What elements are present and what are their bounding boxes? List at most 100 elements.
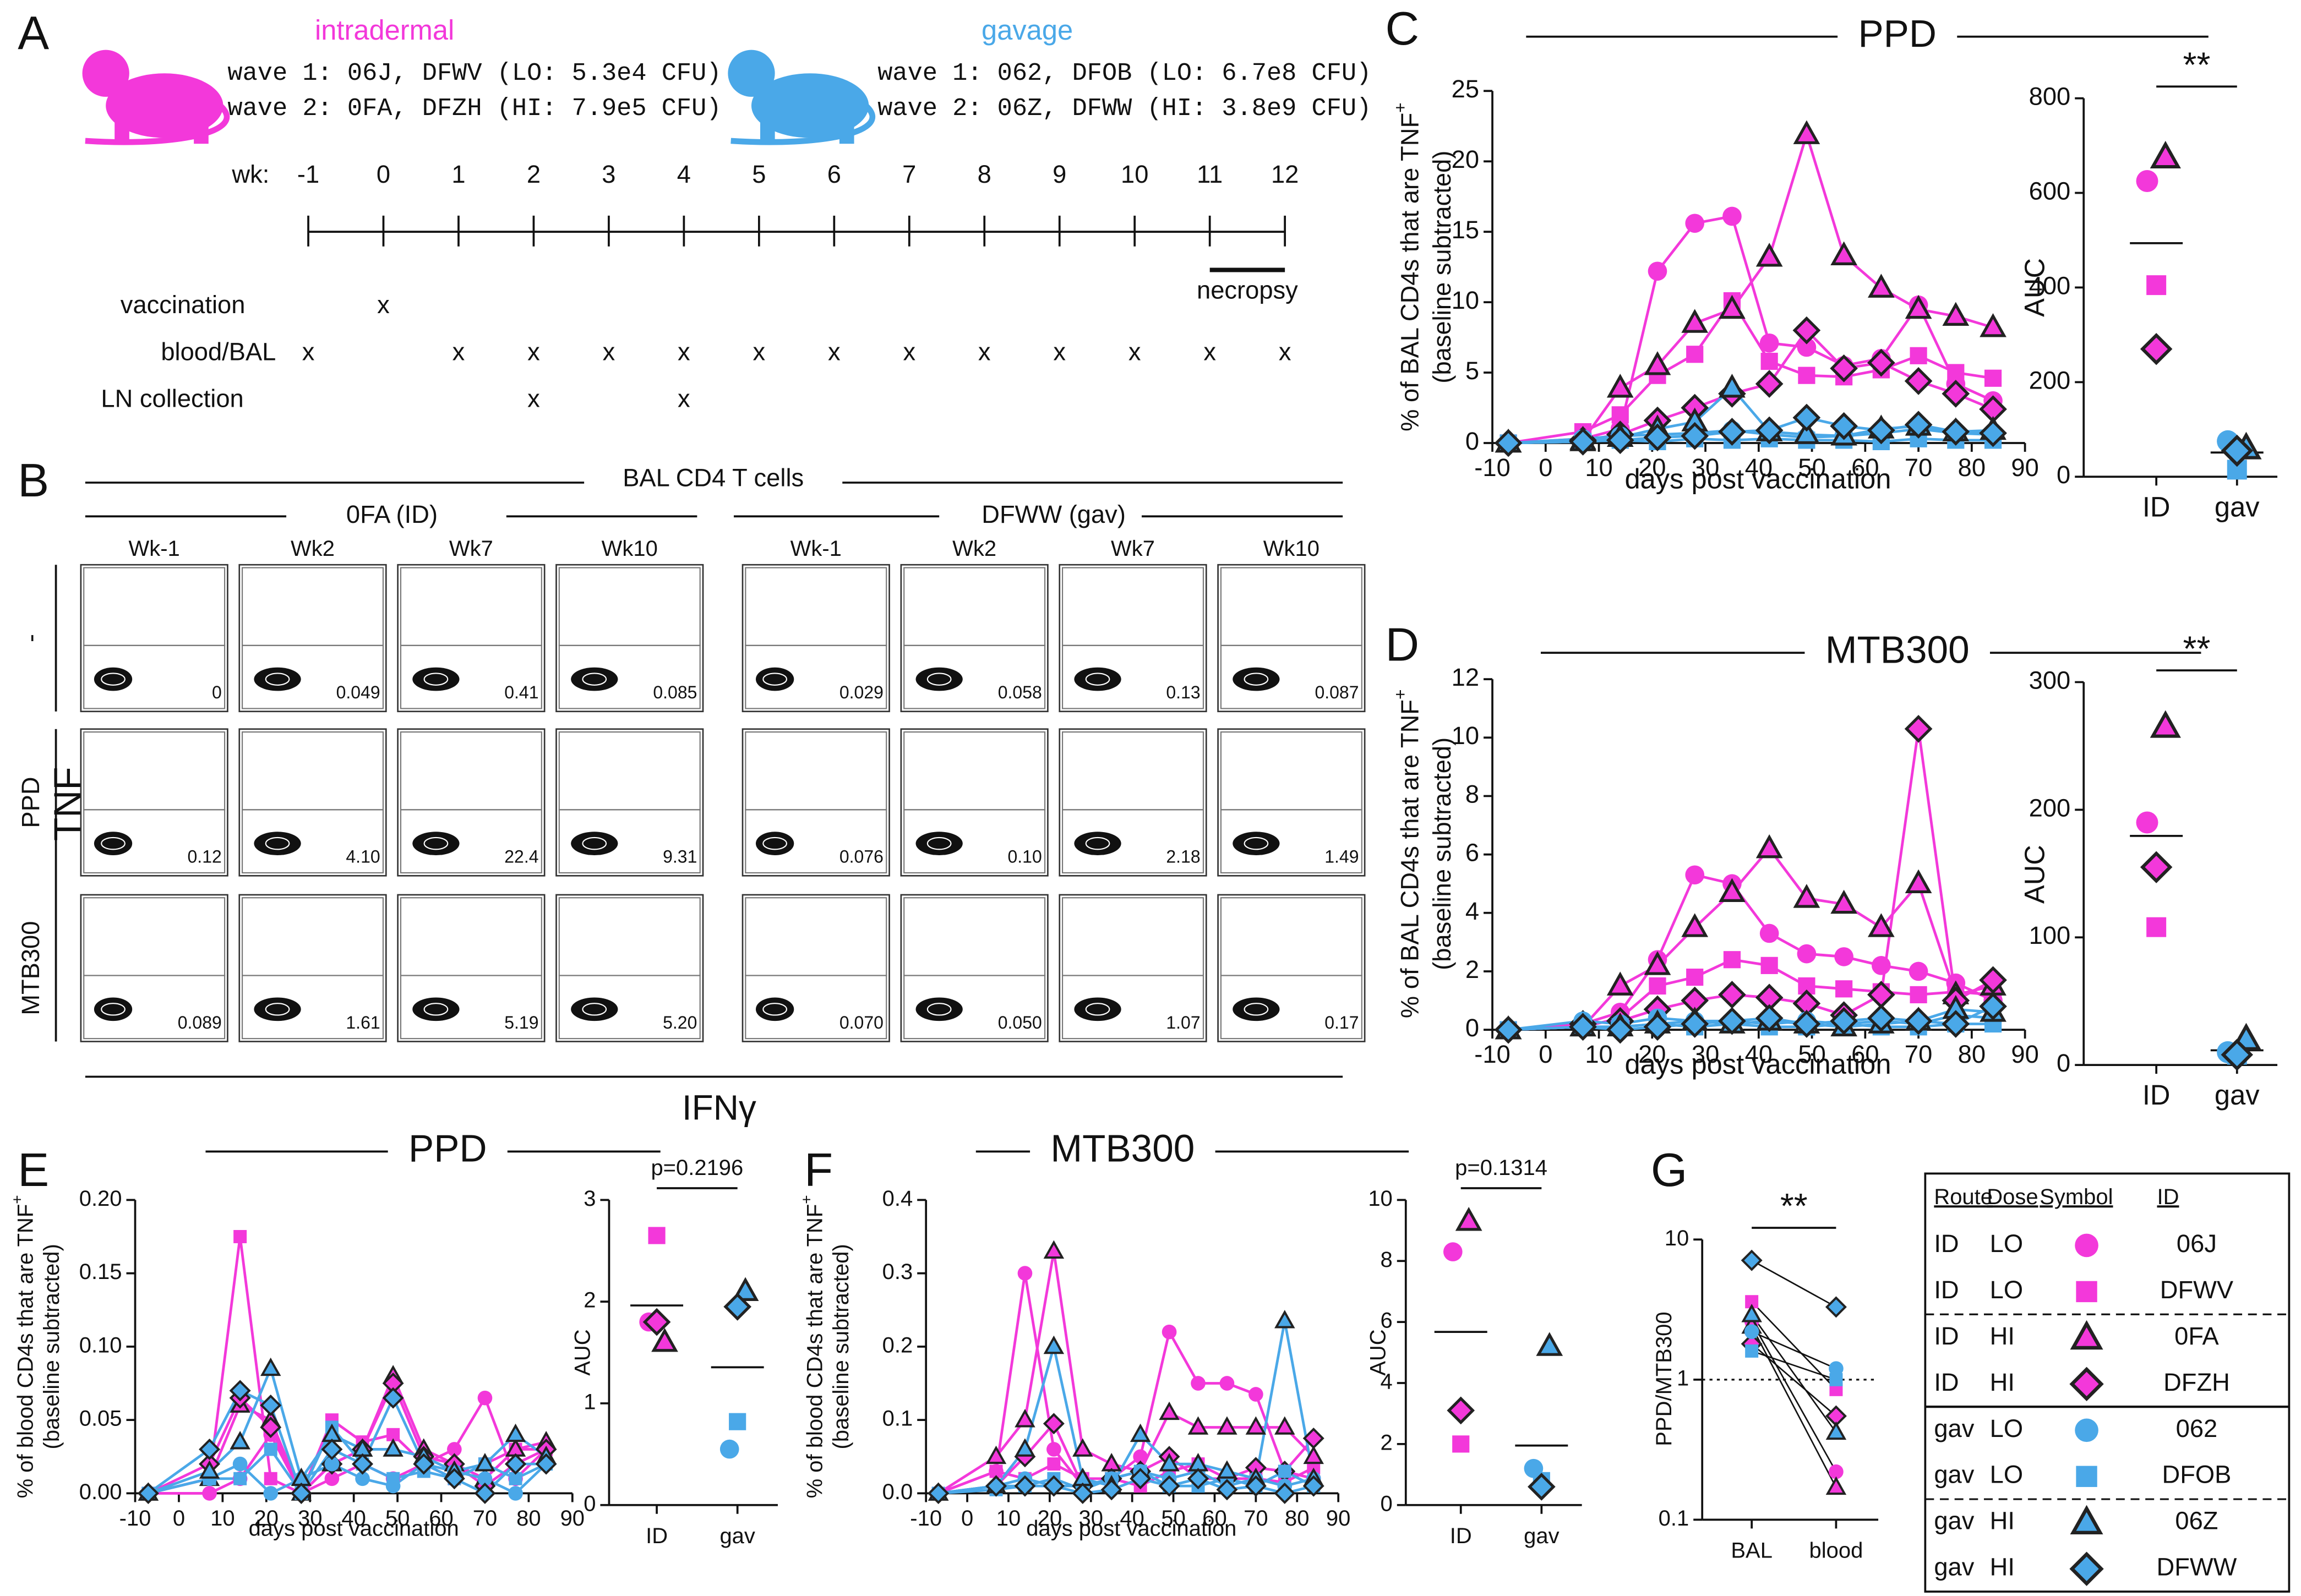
x-tick-label: 50 <box>1798 453 1825 482</box>
flow-frequency: 9.31 <box>663 847 697 867</box>
flow-gate-lower <box>1062 975 1204 1040</box>
data-point <box>1829 1373 1843 1386</box>
flow-contour <box>101 837 126 850</box>
pair-line <box>1751 1314 1837 1433</box>
y-tick-label: 10 <box>1368 1187 1392 1211</box>
schedule-mark: x <box>377 291 390 319</box>
flow-population <box>915 667 963 691</box>
data-point <box>1187 1416 1209 1435</box>
y-tick-label: 25 <box>1452 75 1479 103</box>
y-tick-label: 100 <box>2029 921 2071 949</box>
x-tick-label: 20 <box>1638 453 1666 482</box>
data-point <box>1872 956 1891 975</box>
flow-population <box>254 667 301 691</box>
week-label: 2 <box>527 160 541 188</box>
data-point <box>1759 923 1779 943</box>
x-tick-label: 70 <box>1244 1506 1268 1531</box>
table-id: 06Z <box>2175 1507 2218 1535</box>
flow-contour <box>1244 1003 1269 1016</box>
flow-gate-lower <box>903 975 1046 1040</box>
flow-contour <box>1085 837 1110 850</box>
flow-contour <box>265 1003 290 1016</box>
monkey-icon-id <box>82 50 230 145</box>
y-tick-label: 0 <box>1465 1014 1479 1042</box>
data-point <box>1904 715 1933 743</box>
data-point <box>729 1413 746 1430</box>
pair-line <box>1751 1326 1837 1488</box>
chart-title: MTB300 <box>1825 628 1970 671</box>
flow-frequency: 0.13 <box>1166 682 1200 702</box>
flow-gate-lower <box>242 644 384 709</box>
data-point <box>1248 1387 1263 1402</box>
x-tick-label: 30 <box>1692 1040 1719 1068</box>
panel-letter: C <box>1385 3 1419 55</box>
flow-frequency: 0.085 <box>653 682 697 702</box>
necropsy-label: necropsy <box>1197 276 1298 304</box>
data-point <box>1494 1015 1523 1044</box>
flow-contour <box>762 673 788 686</box>
data-point <box>2146 275 2167 296</box>
flow-gate-lower <box>1220 975 1362 1040</box>
data-point <box>1905 294 1932 319</box>
data-point <box>1681 1010 1709 1038</box>
data-point <box>1755 370 1784 398</box>
legend-symbol <box>2070 1320 2103 1350</box>
y-axis-label-sup: + <box>798 1195 815 1204</box>
table-route: gav <box>1934 1507 1974 1535</box>
data-point <box>1830 889 1857 914</box>
data-point <box>1760 956 1778 974</box>
panel-b-rules <box>54 482 1343 1078</box>
data-point <box>1744 1324 1759 1340</box>
panel-letter: D <box>1385 619 1419 671</box>
data-point <box>1759 333 1779 353</box>
flow-frequency: 1.07 <box>1166 1013 1200 1032</box>
data-point <box>1718 981 1746 1009</box>
data-point <box>352 1453 374 1475</box>
data-point <box>202 1486 217 1501</box>
data-point <box>1979 966 2007 994</box>
y-tick-label: 6 <box>1465 839 1479 867</box>
x-tick-label: BAL <box>1731 1539 1773 1563</box>
data-point <box>1829 1464 1844 1479</box>
legend-symbol <box>2075 1418 2098 1442</box>
data-point <box>1868 274 1895 298</box>
flow-population <box>1074 667 1121 691</box>
data-point <box>1303 1445 1324 1464</box>
legend-symbol <box>2076 1466 2097 1487</box>
wave-text: wave 1: 06J, DFWV (LO: 5.3e4 CFU) <box>227 59 721 88</box>
flow-contour <box>101 673 126 686</box>
data-point <box>2150 710 2181 738</box>
legend-symbol <box>2069 1551 2104 1586</box>
flow-gate-lower <box>1220 809 1362 874</box>
data-point <box>1755 243 1783 267</box>
schedule-mark: x <box>753 337 766 365</box>
flow-population <box>755 997 794 1021</box>
data-point <box>1452 1435 1470 1453</box>
flow-population <box>94 832 133 855</box>
data-point <box>232 1456 248 1472</box>
flow-contour <box>762 837 788 850</box>
x-tick-label: 90 <box>2011 1040 2038 1068</box>
data-point <box>1072 1438 1093 1457</box>
data-point <box>1611 406 1629 424</box>
y-tick-label: 0.0 <box>882 1480 913 1504</box>
data-point <box>1686 968 1704 986</box>
flow-frequency: 22.4 <box>504 847 538 867</box>
data-point <box>1719 878 1746 902</box>
data-point <box>985 1475 1007 1497</box>
data-point <box>1745 1344 1759 1358</box>
x-tick-label: gav <box>2215 491 2260 522</box>
data-point <box>1685 865 1705 885</box>
data-point <box>1825 1421 1847 1440</box>
flow-gate-lower <box>558 644 701 709</box>
x-tick-label: 20 <box>1038 1506 1062 1531</box>
data-point <box>1942 1010 1970 1038</box>
flow-plot-frame <box>80 564 228 713</box>
data-point <box>1162 1324 1177 1340</box>
x-tick-label: 40 <box>341 1506 366 1531</box>
table-route: gav <box>1934 1553 1974 1581</box>
table-dose: HI <box>1990 1322 2015 1350</box>
table-dose: HI <box>1990 1507 2015 1535</box>
flow-contour <box>265 837 290 850</box>
week-label: 6 <box>827 160 841 188</box>
